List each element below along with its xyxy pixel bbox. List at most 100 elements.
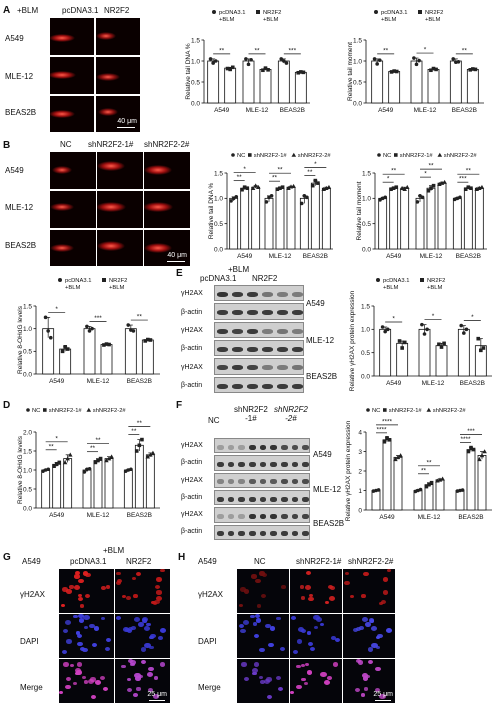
blot-band [262,365,273,371]
blot-band [262,328,273,334]
blot-band [277,310,288,316]
blot-strip [214,358,304,375]
y-tick-label: 0.5 [191,79,200,86]
blot-band [281,531,288,537]
fluorescence-image [289,568,343,613]
nucleus [79,604,85,608]
sig-label: ** [137,420,143,427]
nucleus [238,624,245,629]
panel-e-cell-1: A549 [306,299,325,308]
bar [418,328,431,377]
bar [63,458,73,509]
panel-b-col-2: shNR2F2-1# [88,140,134,149]
blot-band [217,479,224,485]
legend-label: pcDNA3.1 [383,278,409,284]
data-point [54,462,59,467]
bar [224,67,237,104]
legend-label: pcDNA3.1 [65,278,91,284]
nucleus [239,587,246,592]
x-tick-label: MLE-12 [87,378,110,385]
bar [457,328,470,377]
nucleus [243,589,250,594]
western-blot-e [214,284,304,394]
nucleus [131,577,136,581]
y-tick-label: 1.5 [361,303,370,310]
bar [242,60,255,104]
y-tick-label: 2 [358,468,362,475]
x-tick-label: BEAS2B [456,253,481,260]
y-tick-label: 1.0 [353,58,362,65]
blot-band [262,292,273,298]
nucleus [115,616,121,620]
blot-band [217,328,228,334]
data-point [131,329,136,333]
blot-band [217,347,228,353]
data-point [425,327,429,332]
nucleus [66,589,72,594]
data-point [468,68,473,72]
data-point [429,480,434,485]
blot-band [277,328,288,334]
scale-bar-b [167,260,185,262]
legend-marker [58,278,62,282]
blot-band [247,310,258,316]
panel-a-treatment: +BLM [17,6,39,15]
nucleus [150,633,157,639]
sig-label: *** [467,428,475,435]
nucleus [149,645,154,650]
nucleus [82,571,88,576]
nucleus [77,596,84,602]
scale-bar-label-h: 25 μm [373,691,393,698]
data-point [462,331,466,335]
data-point [150,450,156,455]
data-point [451,57,456,61]
panel-f-row-5: γH2AX [181,511,203,518]
nucleus [76,662,83,667]
bar [52,463,62,509]
nucleus [308,593,313,598]
legend-label: NR2F2 [109,278,127,284]
legend-marker [383,408,387,412]
y-tick-label: 0.0 [353,100,362,107]
nucleus [380,599,387,605]
legend-marker [418,10,422,14]
data-point [316,181,320,185]
data-point [245,186,250,190]
x-tick-label: A549 [386,253,402,260]
legend-label: NC [237,153,245,159]
data-point [246,62,251,67]
blot-band [270,531,277,537]
data-point [208,57,213,61]
nucleus [368,659,374,664]
blot-strip [214,321,304,338]
blot-band [259,531,267,537]
bar [424,484,434,511]
bar [294,71,307,104]
scale-bar [375,699,391,701]
nucleus [240,628,246,634]
nucleus [83,615,90,621]
bar [240,187,250,250]
nucleus [319,622,325,627]
y-tick-label: 0.5 [214,221,223,228]
panel-e-row-5: γH2AX [181,364,203,371]
y-axis-label: Relative 8-OHdG levels [17,305,24,374]
y-tick-label: 3 [358,449,362,456]
panel-f-col-2: shNR2F2 -1# [234,405,268,423]
sig-label: **** [376,426,387,433]
blot-band [292,383,303,389]
blot-strip [214,490,310,506]
data-point [442,179,447,184]
panel-label-g: G [3,552,11,563]
data-point [476,336,481,341]
data-point [404,184,410,189]
data-point [382,439,387,444]
legend-label: +BLM [109,285,124,291]
blot-band [238,531,245,537]
nucleus [79,646,86,651]
blot-band [217,292,228,298]
blot-strip [214,507,310,523]
legend-label: NC [372,408,380,414]
fluorescence-image [343,613,396,659]
